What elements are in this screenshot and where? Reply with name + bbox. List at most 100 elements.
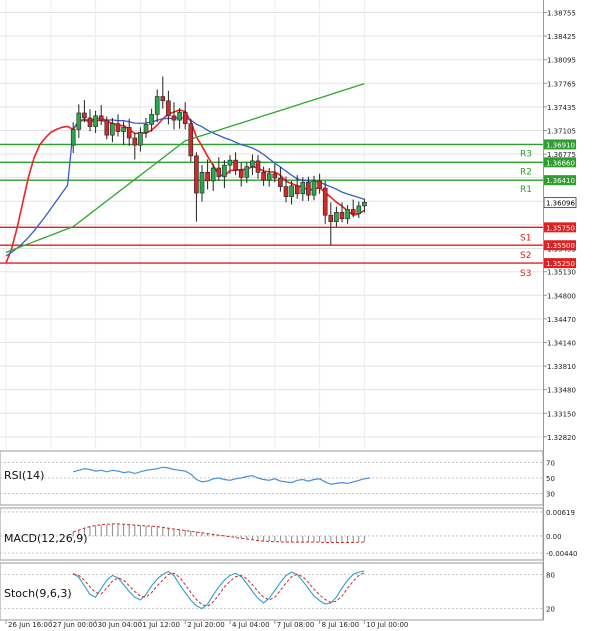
candle-bullish — [121, 126, 126, 132]
candle-bullish — [311, 180, 317, 196]
indicator-tick-label: 80 — [546, 571, 555, 579]
indicator-panels: 70 50 30 RSI(14) 0.00619 0.00 -0.00440 MACD(12,… — [0, 450, 577, 621]
candle-bullish — [210, 167, 216, 182]
indicator-name: RSI(14) — [4, 469, 44, 482]
candle-bearish — [166, 100, 171, 117]
candles — [70, 76, 367, 246]
candle-bullish — [70, 129, 76, 146]
level-badge-label-s2: 1.35500 — [546, 242, 575, 250]
price-tick-label: 1.37435 — [547, 104, 576, 112]
time-tick-label: 27 Jun 00:00 — [53, 621, 97, 629]
indicator-name: MACD(12,26,9) — [4, 532, 88, 545]
macd-signal-line — [73, 523, 365, 543]
candle-bullish — [356, 205, 362, 215]
candle-bullish — [222, 164, 227, 177]
indicator-tick-label: 0.00 — [546, 533, 562, 541]
level-badge-s2 — [544, 240, 576, 251]
level-badge-r3 — [544, 139, 576, 150]
candle-bearish — [182, 111, 188, 124]
indicator-tick-label: 50 — [546, 475, 555, 483]
indicator-panel-1: 0.00619 0.00 -0.00440 MACD(12,26,9) — [0, 507, 577, 561]
time-tick-label: 10 Jul 00:00 — [366, 621, 408, 629]
candle-bullish — [300, 182, 306, 195]
level-name-s3: S3 — [520, 269, 531, 279]
candle-bearish — [115, 123, 121, 132]
indicator-tick-label: 20 — [546, 606, 555, 614]
stoch-d-line — [73, 572, 365, 607]
time-tick-label: 7 Jul 08:00 — [277, 621, 315, 629]
candle-bullish — [266, 173, 272, 181]
candle-bearish — [261, 172, 266, 181]
candle-bearish — [205, 172, 210, 182]
level-badges: 1.36910 1.36660 1.36410 1.35750 1.35500 1.352… — [543, 139, 577, 269]
candle-bearish — [171, 115, 177, 121]
level-badge-label-r3: 1.36910 — [546, 141, 575, 149]
candle-bearish — [87, 117, 93, 127]
candle-bullish — [250, 160, 255, 167]
time-tick-label: 26 Jun 16:00 — [8, 621, 52, 629]
candle-bearish — [339, 212, 345, 220]
price-tick-label: 1.38425 — [547, 33, 576, 41]
candle-bullish — [93, 115, 98, 127]
level-badge-r1 — [544, 175, 576, 186]
candle-bullish — [143, 124, 149, 133]
level-badge-s3 — [544, 258, 576, 269]
price-tick-label: 1.33150 — [547, 410, 576, 418]
level-badge-label-r1: 1.36410 — [546, 177, 575, 185]
candle-bearish — [272, 173, 278, 179]
candle-bearish — [104, 119, 110, 136]
candle-bearish — [194, 155, 199, 194]
price-tick-label: 1.34140 — [547, 339, 576, 347]
time-tick-label: 30 Jun 04:00 — [98, 621, 142, 629]
candle-bullish — [149, 114, 154, 125]
ma-slow-line — [5, 83, 365, 254]
candle-bearish — [126, 126, 132, 139]
candle-bearish — [322, 187, 328, 216]
candle-bullish — [154, 96, 160, 115]
candle-bearish — [216, 167, 222, 177]
candle-bearish — [306, 182, 311, 196]
candle-bullish — [199, 172, 205, 194]
level-badge-label-s1: 1.35750 — [546, 224, 575, 232]
level-badge-r2 — [544, 157, 576, 168]
candle-bearish — [82, 112, 87, 119]
level-badge-s1 — [544, 222, 576, 233]
rsi-line — [73, 466, 371, 485]
current-price-label: 1.36096 — [546, 200, 575, 208]
price-tick-label: 1.35130 — [547, 269, 576, 277]
candle-bearish — [317, 180, 322, 189]
time-tick-label: 1 Jul 12:00 — [142, 621, 180, 629]
level-name-r3: R3 — [520, 149, 532, 159]
indicator-tick-label: -0.00440 — [546, 550, 577, 558]
candle-bullish — [76, 112, 82, 130]
time-tick-label: 8 Jul 16:00 — [322, 621, 360, 629]
level-badge-label-r2: 1.36660 — [546, 159, 575, 167]
level-name-r2: R2 — [520, 167, 532, 177]
price-grid — [0, 0, 543, 449]
candle-bullish — [244, 166, 250, 178]
price-tick-label: 1.32820 — [547, 434, 576, 442]
indicator-tick-label: 0.00619 — [546, 509, 575, 517]
candle-bearish — [328, 214, 334, 222]
indicator-panel-2: 80 20 Stoch(9,6,3) — [0, 562, 555, 621]
level-name-s2: S2 — [520, 251, 531, 261]
price-tick-label: 1.33810 — [547, 363, 576, 371]
candle-bearish — [255, 160, 261, 173]
level-name-r1: R1 — [520, 185, 532, 195]
price-panel: R3 R2 R1 S1 S2 S3 1.38755 1.38425 1.38095 1.3776… — [0, 0, 577, 449]
candle-bearish — [132, 137, 138, 146]
indicator-tick-label: 30 — [546, 490, 555, 498]
support-resistance-lines: R3 R2 R1 S1 S2 S3 — [0, 143, 543, 279]
indicator-tick-label: 70 — [546, 460, 555, 468]
candle-bearish — [238, 169, 244, 178]
price-tick-label: 1.37765 — [547, 80, 576, 88]
price-tick-label: 1.37105 — [547, 127, 576, 135]
candle-bearish — [278, 177, 283, 187]
time-axis: 26 Jun 16:00 27 Jun 00:00 30 Jun 04:00 1 Ju… — [5, 620, 408, 629]
candle-bullish — [227, 159, 233, 166]
price-tick-label: 1.34800 — [547, 292, 576, 300]
price-tick-label: 1.33480 — [547, 387, 576, 395]
price-tick-label: 1.38095 — [547, 57, 576, 65]
candle-bearish — [294, 185, 300, 195]
price-tick-label: 1.36775 — [547, 151, 576, 159]
